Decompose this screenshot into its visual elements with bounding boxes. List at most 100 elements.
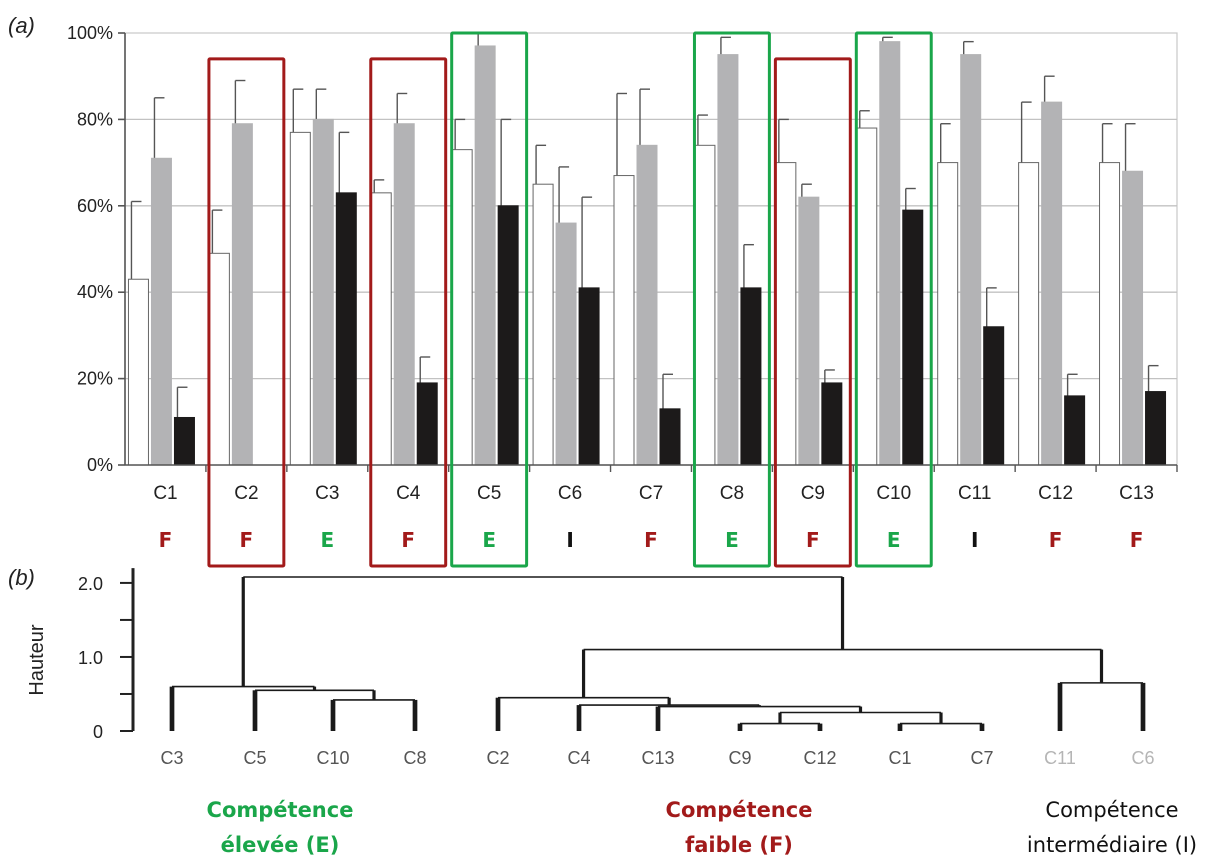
bar — [717, 54, 739, 466]
panel-label-b: (b) — [8, 565, 35, 590]
group-label: F — [401, 528, 415, 552]
cluster-labels: Compétence élevée (E) Compétence faible (F)… — [207, 798, 1198, 857]
leaf-label: C9 — [728, 748, 751, 768]
cluster-label-line: Compétence — [666, 798, 813, 822]
bar — [497, 205, 519, 466]
leaf-label: C11 — [1044, 748, 1076, 768]
group-label: E — [482, 528, 496, 552]
y-axis: 0% 20% 40% 60% 80% 100% — [67, 23, 1178, 475]
group-label: E — [725, 528, 739, 552]
bar — [694, 144, 716, 466]
leaf-label: C1 — [888, 748, 911, 768]
bar — [208, 252, 230, 466]
category-label: C13 — [1119, 483, 1154, 504]
bar — [902, 209, 924, 466]
group-label: F — [159, 528, 173, 552]
bar — [821, 382, 843, 466]
leaf-label: C12 — [803, 748, 836, 768]
bar — [127, 278, 149, 466]
bar — [856, 127, 878, 466]
dendrogram-y-tick-label: 2.0 — [78, 574, 103, 594]
category-label: C10 — [876, 483, 911, 504]
bar — [1145, 391, 1167, 466]
category-label: C3 — [315, 483, 339, 504]
cluster-label-line: faible (F) — [685, 833, 793, 857]
dendrogram: (b) Hauteur 0 1.0 2.0 C3 C5 C1 0 C8 C2 C4 C13 C9 C1… — [8, 565, 1197, 857]
bar — [1018, 162, 1040, 466]
bar — [1064, 395, 1086, 466]
group-label: I — [566, 528, 573, 552]
group-label: F — [1049, 528, 1063, 552]
highlight-box — [450, 31, 529, 568]
leaf-label: C7 — [970, 748, 993, 768]
highlight-box — [854, 31, 933, 568]
bar — [613, 175, 635, 466]
panel-label-a: (a) — [8, 13, 35, 38]
group-label: E — [887, 528, 901, 552]
leaf-label: C13 — [641, 748, 674, 768]
group-label: E — [320, 528, 334, 552]
bar — [937, 162, 959, 466]
category-label: C8 — [720, 483, 744, 504]
group-label: F — [240, 528, 254, 552]
cluster-label-line: élevée (E) — [221, 833, 340, 857]
bar — [474, 45, 496, 466]
bar — [1041, 101, 1063, 466]
bar — [150, 157, 172, 466]
dendrogram-y-tick-label: 1.0 — [78, 648, 103, 668]
category-label: C4 — [396, 483, 421, 504]
group-label: F — [806, 528, 820, 552]
y-axis-label-hauteur: Hauteur — [26, 624, 48, 695]
highlight-box — [692, 31, 771, 568]
y-tick-label: 80% — [77, 109, 113, 129]
dendrogram-y-axis: 0 1.0 2.0 — [78, 568, 135, 742]
cluster-label-line: intermédiaire (I) — [1027, 833, 1197, 857]
group-label: F — [1130, 528, 1144, 552]
group-label: F — [644, 528, 658, 552]
bar — [775, 162, 797, 466]
bar — [335, 192, 357, 466]
category-label: C6 — [558, 483, 582, 504]
category-label: C1 — [153, 483, 177, 504]
y-tick-label: 20% — [77, 369, 113, 389]
dendrogram-y-tick-label: 0 — [93, 722, 103, 742]
x-axis-categories: C1 C2 C3 C4 C5 C6 C7 C8 C9 C10 C11 C12 C13 — [153, 483, 1154, 504]
leaf-label: C4 — [567, 748, 590, 768]
highlight-box — [207, 57, 286, 568]
bar — [740, 287, 762, 466]
bar — [636, 144, 658, 466]
bar — [555, 222, 577, 466]
bar-chart: (a) 0%20%40%60%80%100% C1 C2 C3 C4 C5 C6 C7 C8 C… — [8, 13, 1178, 568]
bar — [1099, 162, 1121, 466]
leaf-label: C8 — [403, 748, 426, 768]
category-label: C5 — [477, 483, 501, 504]
cluster-label-line: Compétence — [1045, 798, 1178, 822]
highlight-box — [773, 57, 852, 568]
leaf-label: C3 — [160, 748, 183, 768]
leaf-label: C2 — [486, 748, 509, 768]
bar — [960, 54, 982, 466]
y-tick-label: 100% — [67, 23, 113, 43]
bar — [312, 118, 334, 466]
leaf-label: C6 — [1131, 748, 1154, 768]
bar — [798, 196, 820, 466]
bar — [983, 326, 1005, 466]
cluster-label-line: Compétence — [207, 798, 354, 822]
bar — [370, 192, 392, 466]
category-label: C9 — [801, 483, 825, 504]
bar — [1122, 170, 1144, 466]
bar — [173, 416, 195, 466]
bar — [416, 382, 438, 466]
bar — [393, 123, 415, 466]
bar — [289, 131, 311, 466]
bar — [659, 408, 681, 466]
bar — [578, 287, 600, 466]
y-tick-label: 40% — [77, 282, 113, 302]
dendrogram-leaf-labels: C3 C5 C10 C8 C2 C4 C13 C9 C12 C1 C7 C11 C6 — [160, 748, 1154, 768]
category-label: C11 — [958, 483, 991, 504]
highlight-box — [369, 57, 448, 568]
leaf-label: C5 — [243, 748, 266, 768]
bar — [451, 149, 473, 466]
